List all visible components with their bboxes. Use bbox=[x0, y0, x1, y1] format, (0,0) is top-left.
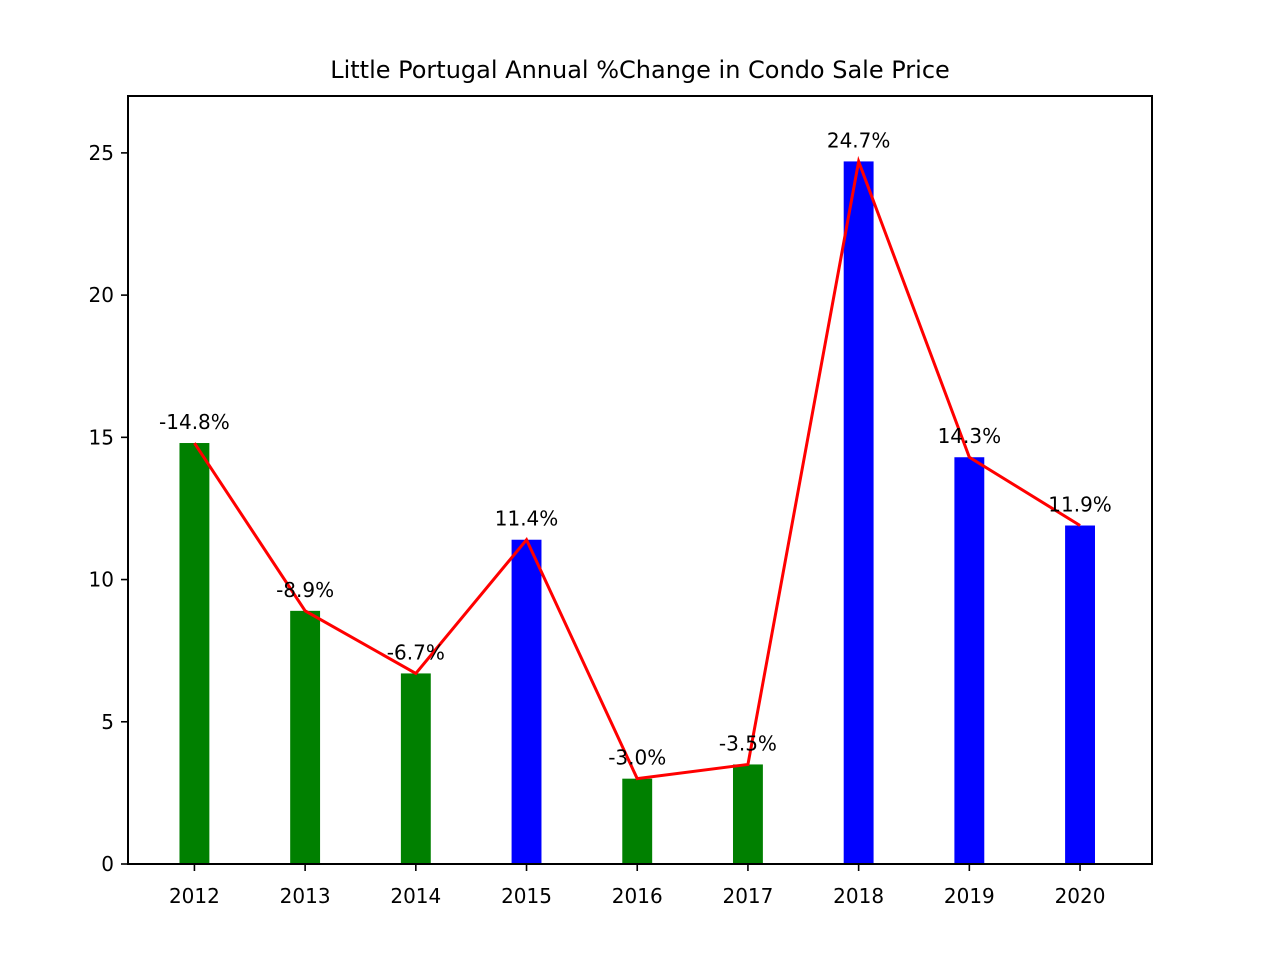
bar-2014 bbox=[400, 673, 431, 864]
y-tick-label-0: 0 bbox=[101, 852, 114, 876]
axes-layer: 0 5 10 15 20 25 2012 2013 2014 2015 2016 2017 2018 20… bbox=[89, 95, 1153, 908]
y-tick-label-10: 10 bbox=[89, 568, 114, 592]
bar-2020 bbox=[1065, 525, 1095, 864]
x-tick-label-2015: 2015 bbox=[501, 884, 552, 908]
x-tick-label-2017: 2017 bbox=[722, 884, 773, 908]
bar-2016 bbox=[622, 778, 653, 864]
x-tick-label-2012: 2012 bbox=[169, 884, 220, 908]
chart-title: Little Portugal Annual %Change in Condo … bbox=[330, 56, 950, 84]
bar-2012 bbox=[179, 443, 210, 864]
x-tick-label-2016: 2016 bbox=[612, 884, 663, 908]
data-label-2017: -3.5% bbox=[719, 731, 777, 755]
y-tick-label-25: 25 bbox=[89, 141, 114, 165]
bars-layer bbox=[179, 161, 1095, 864]
plot-frame bbox=[127, 95, 1153, 865]
data-label-2016: -3.0% bbox=[608, 746, 666, 770]
y-tick-label-5: 5 bbox=[101, 710, 114, 734]
data-label-2015: 11.4% bbox=[495, 507, 559, 531]
y-tick-label-20: 20 bbox=[89, 283, 114, 307]
data-labels-layer: -14.8% -8.9% -6.7% 11.4% -3.0% -3.5% 24.7% 14.3… bbox=[159, 128, 1112, 769]
bar-2017 bbox=[732, 764, 763, 864]
x-tick-label-2019: 2019 bbox=[944, 884, 995, 908]
bar-2018 bbox=[843, 161, 874, 864]
data-label-2019: 14.3% bbox=[938, 424, 1002, 448]
trend-line-layer bbox=[193, 155, 1081, 781]
data-label-2012: -14.8% bbox=[159, 410, 230, 434]
x-tick-label-2014: 2014 bbox=[390, 884, 441, 908]
bar-2013 bbox=[290, 610, 321, 864]
data-label-2013: -8.9% bbox=[276, 578, 334, 602]
y-tick-label-15: 15 bbox=[89, 425, 114, 449]
bar-2019 bbox=[954, 457, 985, 864]
x-tick-label-2018: 2018 bbox=[833, 884, 884, 908]
data-label-2020: 11.9% bbox=[1048, 493, 1112, 517]
trend-line bbox=[193, 155, 1081, 781]
data-label-2018: 24.7% bbox=[827, 128, 891, 152]
data-label-2014: -6.7% bbox=[387, 640, 445, 664]
x-tick-label-2020: 2020 bbox=[1055, 884, 1106, 908]
bar-2015 bbox=[511, 539, 542, 864]
x-tick-label-2013: 2013 bbox=[280, 884, 331, 908]
